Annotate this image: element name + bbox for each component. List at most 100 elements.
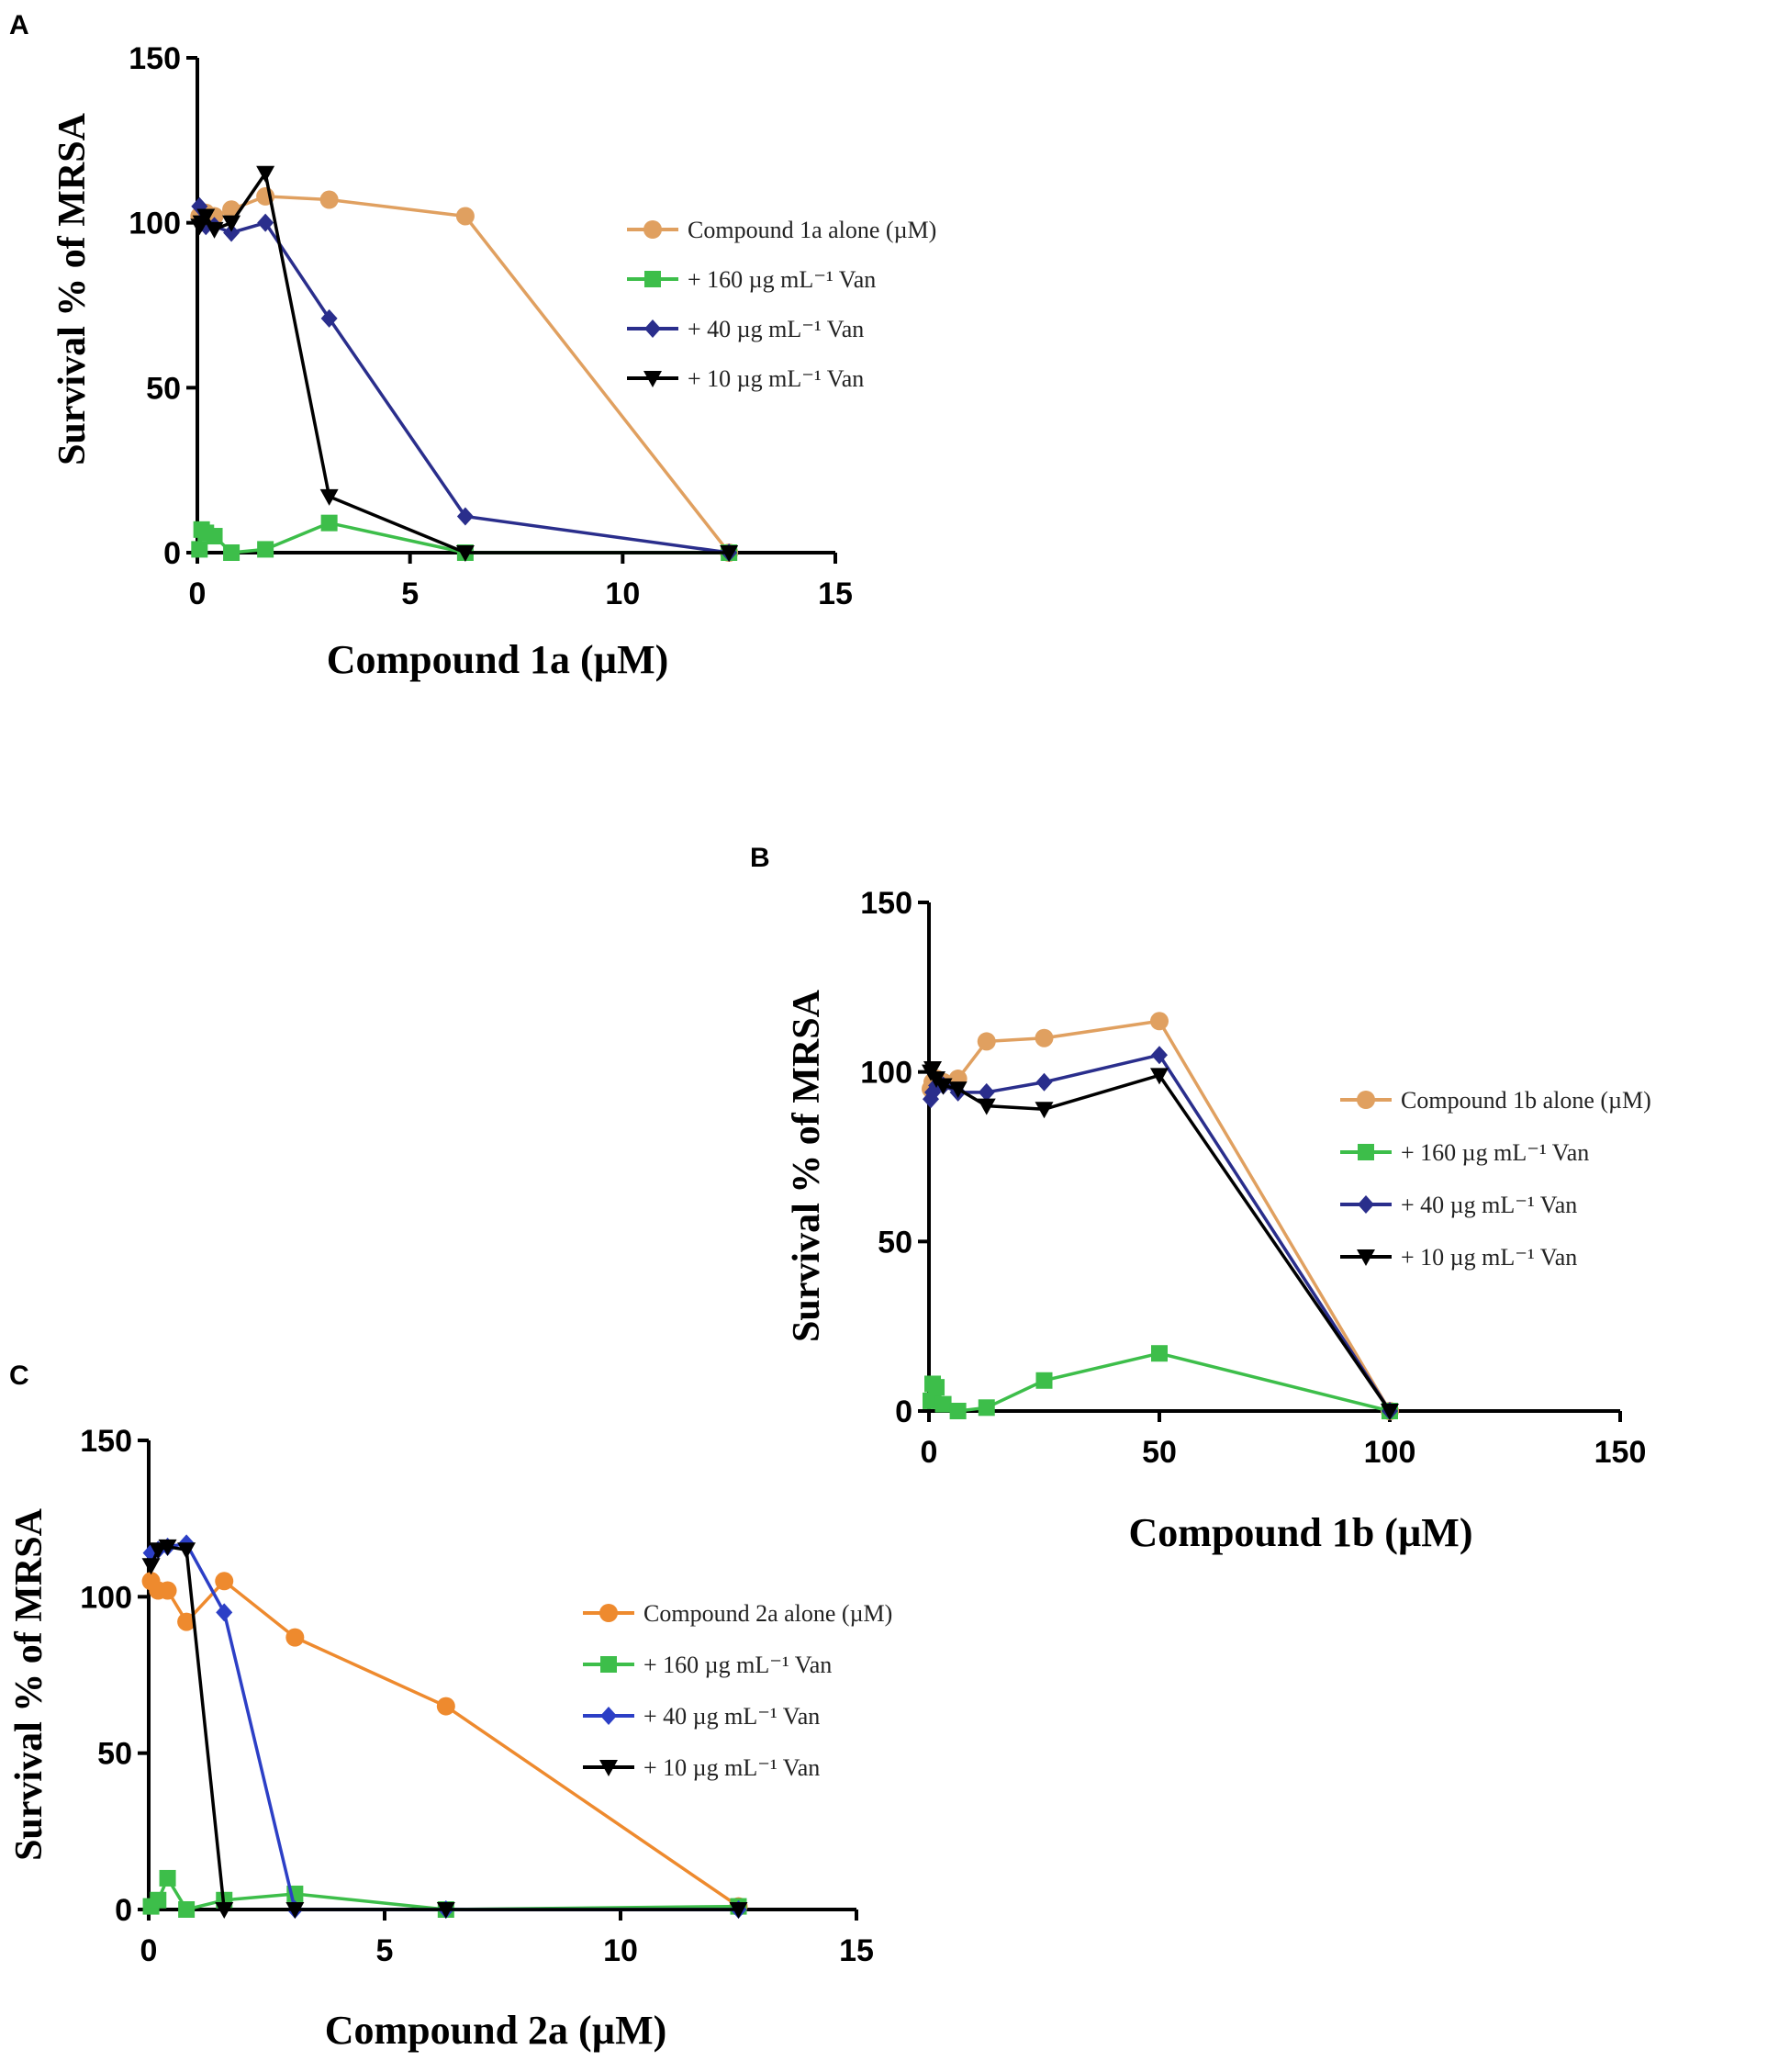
legend-item-a-2: + 40 µg mL⁻¹ Van <box>627 316 864 342</box>
legend-item-b-3: + 10 µg mL⁻¹ Van <box>1340 1244 1577 1271</box>
data-point-a-2-4 <box>223 223 241 242</box>
legend-marker <box>644 271 661 287</box>
legend-label-b-1: + 160 µg mL⁻¹ Van <box>1401 1139 1589 1166</box>
data-point-a-1-0 <box>191 541 208 558</box>
y-tick-label-c: 100 <box>80 1580 132 1615</box>
legend-marker <box>644 319 661 338</box>
data-point-b-1-3 <box>934 1395 952 1413</box>
x-tick-label-b: 50 <box>1142 1435 1177 1470</box>
series-c-3 <box>141 1539 748 1919</box>
data-point-a-3-4 <box>222 215 241 232</box>
data-point-b-1-2 <box>928 1379 945 1396</box>
x-tick-label-a: 10 <box>605 577 640 611</box>
legend-marker <box>600 1656 617 1673</box>
data-point-a-3-2 <box>196 208 216 226</box>
data-point-b-1-4 <box>949 1403 967 1419</box>
data-point-b-3-3 <box>934 1078 953 1095</box>
data-point-b-3-5 <box>977 1098 996 1115</box>
panel-a: A 0 50 100 150 0 5 10 15 Survival % of MRSA Com… <box>9 10 936 682</box>
data-point-c-2-4 <box>216 1603 233 1622</box>
data-point-b-1-5 <box>978 1399 995 1417</box>
x-tick-label-a: 15 <box>818 577 853 611</box>
x-axis-label-a: Compound 1a (µM) <box>327 637 669 682</box>
plot-area-a: 0 50 100 150 0 5 10 15 <box>129 41 853 611</box>
data-point-a-3-5 <box>256 165 275 183</box>
legend-item-a-1: + 160 µg mL⁻¹ Van <box>627 266 876 293</box>
legend-label-c-0: Compound 2a alone (µM) <box>643 1600 892 1627</box>
data-point-c-3-3 <box>177 1542 196 1560</box>
legend-marker <box>643 371 662 387</box>
y-axis-label-c: Survival % of MRSA <box>8 1507 50 1861</box>
legend-item-c-3: + 10 µg mL⁻¹ Van <box>583 1754 820 1781</box>
legend-item-b-1: + 160 µg mL⁻¹ Van <box>1340 1139 1589 1166</box>
legend-label-c-2: + 40 µg mL⁻¹ Van <box>643 1703 820 1730</box>
panel-letter-c: C <box>9 1361 29 1391</box>
legend-label-b-2: + 40 µg mL⁻¹ Van <box>1401 1192 1577 1218</box>
data-point-b-1-6 <box>1035 1372 1053 1389</box>
series-b-3 <box>922 1060 1399 1420</box>
data-point-a-3-6 <box>319 488 339 506</box>
plot-area-b: 0 50 100 150 0 50 100 150 <box>860 886 1646 1470</box>
legend-label-b-3: + 10 µg mL⁻¹ Van <box>1401 1244 1577 1271</box>
legend-marker <box>1357 1091 1375 1109</box>
legend-label-b-0: Compound 1b alone (µM) <box>1401 1087 1651 1114</box>
legend-b: Compound 1b alone (µM) + 160 µg mL⁻¹ Van +… <box>1340 1087 1651 1271</box>
legend-item-c-1: + 160 µg mL⁻¹ Van <box>583 1652 832 1678</box>
data-point-a-3-3 <box>205 221 224 239</box>
panel-c: C 0 50 100 150 0 5 10 15 Survival % of MRSA Com… <box>8 1361 892 2053</box>
data-point-a-1-4 <box>223 544 241 561</box>
y-tick-label-b: 100 <box>860 1056 912 1091</box>
data-point-b-1-0 <box>923 1392 940 1409</box>
legend-marker <box>1358 1195 1374 1214</box>
x-tick-label-c: 0 <box>140 1933 158 1968</box>
y-tick-label-a: 150 <box>129 41 181 76</box>
data-point-c-1-1 <box>150 1891 167 1909</box>
data-point-c-3-7 <box>729 1902 748 1919</box>
legend-label-a-2: + 40 µg mL⁻¹ Van <box>688 316 864 342</box>
y-axis-label-b: Survival % of MRSA <box>786 989 828 1342</box>
data-point-c-0-4 <box>215 1572 234 1591</box>
series-b-1 <box>923 1345 1398 1419</box>
x-tick-label-a: 5 <box>401 577 419 611</box>
y-tick-label-a: 100 <box>129 207 181 241</box>
data-point-a-1-3 <box>206 528 223 545</box>
data-point-b-3-6 <box>1035 1102 1054 1119</box>
series-line-c-0 <box>150 1579 740 1909</box>
y-tick-label-b: 0 <box>895 1394 912 1429</box>
data-point-b-2-7 <box>1151 1046 1168 1065</box>
x-tick-label-c: 15 <box>839 1933 874 1968</box>
legend-marker <box>599 1604 618 1622</box>
data-point-a-1-5 <box>257 541 274 558</box>
data-point-c-0-6 <box>436 1697 455 1716</box>
data-point-b-3-4 <box>948 1081 968 1099</box>
legend-a: Compound 1a alone (µM) + 160 µg mL⁻¹ Van +… <box>627 217 936 392</box>
data-point-a-2-6 <box>320 308 338 328</box>
data-point-c-0-3 <box>177 1612 196 1631</box>
legend-item-c-0: Compound 2a alone (µM) <box>583 1600 892 1627</box>
data-point-a-3-8 <box>720 545 739 562</box>
y-axis-label-a: Survival % of MRSA <box>51 112 94 465</box>
legend-label-a-0: Compound 1a alone (µM) <box>688 217 936 243</box>
y-tick-label-a: 0 <box>163 536 181 571</box>
data-point-b-3-1 <box>923 1060 943 1078</box>
legend-marker <box>1357 1249 1375 1266</box>
y-tick-label-b: 150 <box>860 886 912 921</box>
data-point-b-3-8 <box>1381 1404 1399 1420</box>
data-point-a-0-7 <box>455 207 475 226</box>
data-point-b-0-5 <box>977 1032 996 1051</box>
y-tick-label-c: 0 <box>115 1893 132 1928</box>
data-point-b-0-6 <box>1035 1028 1054 1047</box>
series-line-b-1 <box>929 1351 1391 1413</box>
legend-item-c-2: + 40 µg mL⁻¹ Van <box>583 1703 820 1730</box>
x-tick-label-b: 150 <box>1594 1435 1647 1470</box>
series-a-3 <box>190 165 739 562</box>
x-tick-label-b: 100 <box>1364 1435 1416 1470</box>
data-point-a-2-7 <box>456 507 474 526</box>
x-axis-label-b: Compound 1b (µM) <box>1129 1510 1473 1555</box>
x-tick-label-c: 10 <box>603 1933 638 1968</box>
data-point-c-3-6 <box>436 1902 455 1919</box>
data-point-b-0-7 <box>1150 1012 1169 1031</box>
data-point-c-1-2 <box>159 1869 176 1887</box>
